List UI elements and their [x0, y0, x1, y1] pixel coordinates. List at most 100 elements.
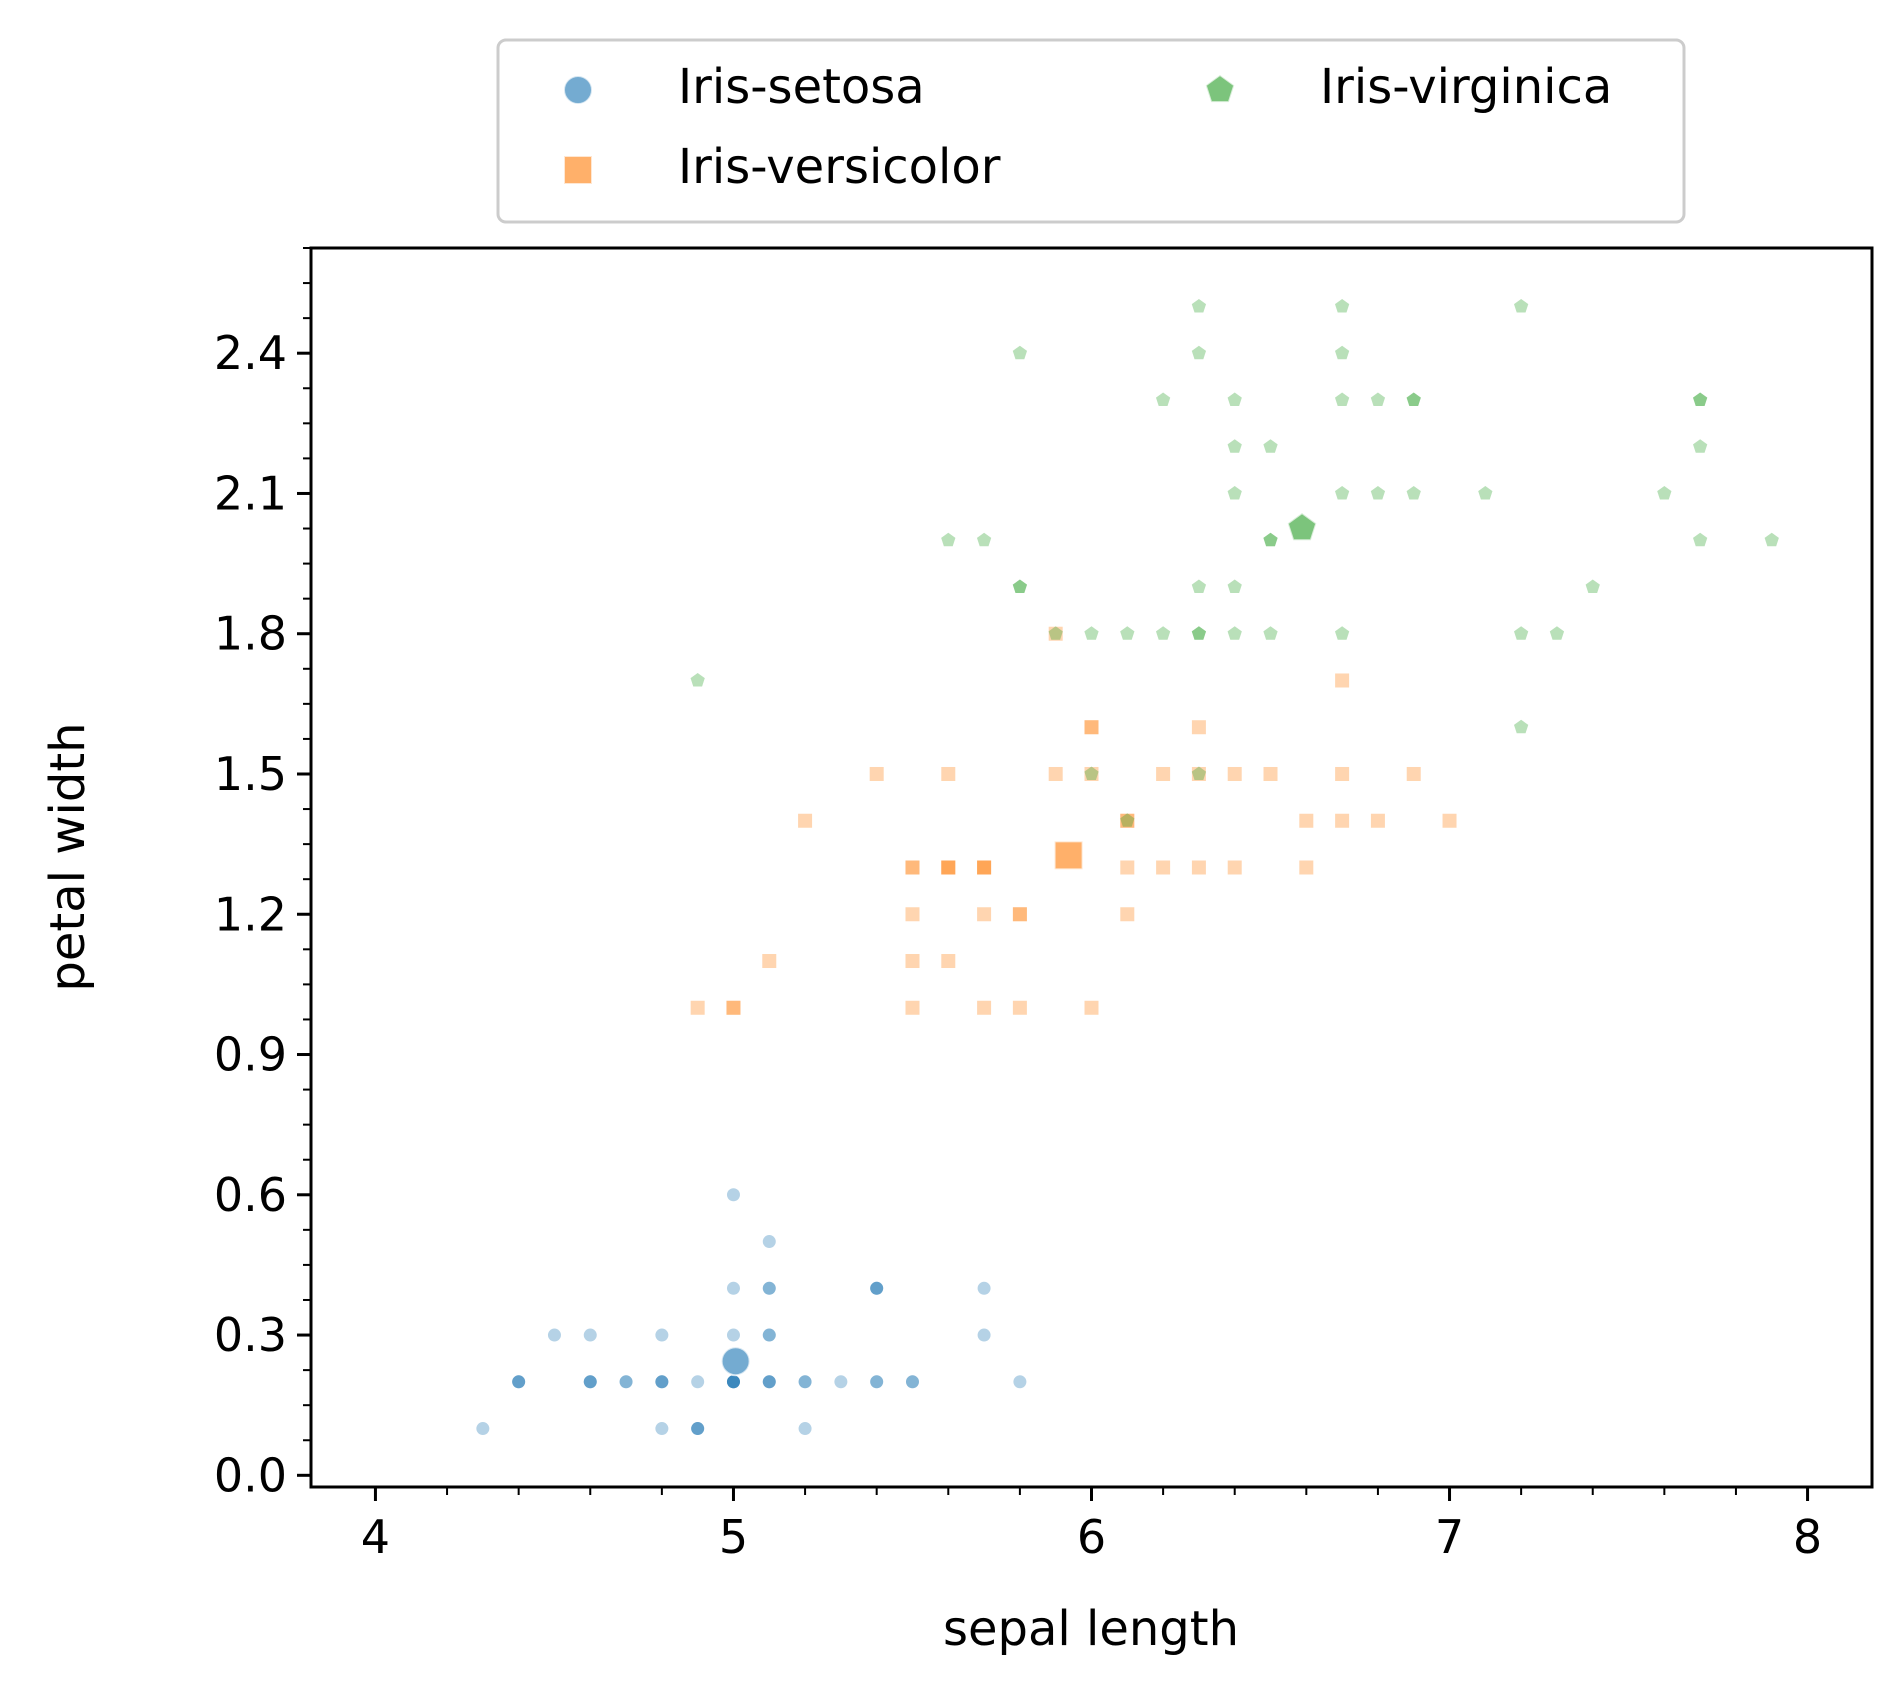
data-point: [1227, 626, 1242, 640]
data-point: [870, 1375, 884, 1389]
data-point: [690, 1000, 705, 1015]
data-point: [512, 1375, 526, 1389]
data-point: [1048, 626, 1063, 640]
data-point: [691, 1422, 705, 1436]
data-point: [619, 1375, 633, 1389]
legend-marker-versicolor: [563, 155, 593, 185]
data-point: [691, 1375, 705, 1389]
data-point: [1334, 485, 1350, 500]
data-point: [1120, 813, 1135, 827]
data-point: [762, 1235, 776, 1249]
data-point: [726, 1375, 740, 1389]
data-point: [655, 1328, 669, 1342]
data-point: [1191, 720, 1206, 735]
data-point: [512, 1375, 526, 1389]
data-point: [1191, 766, 1207, 781]
data-point: [1048, 766, 1063, 781]
data-point: [941, 532, 956, 547]
series-mean-marker: [720, 1346, 751, 1377]
data-point: [941, 860, 956, 875]
data-point: [977, 860, 992, 875]
data-point: [726, 1000, 741, 1015]
data-point: [1406, 392, 1421, 407]
data-point: [1227, 860, 1242, 875]
data-point: [1406, 485, 1421, 500]
data-point: [762, 1281, 776, 1295]
data-point: [1191, 860, 1206, 875]
x-tick-label: 5: [719, 1510, 748, 1564]
y-axis-label: petal width: [40, 722, 96, 991]
data-point: [691, 1422, 705, 1436]
x-tick-label: 8: [1793, 1510, 1822, 1564]
data-point: [941, 860, 956, 875]
data-point: [1693, 532, 1708, 547]
data-point: [1263, 532, 1278, 547]
data-point: [1657, 485, 1672, 500]
data-point: [1263, 766, 1278, 781]
data-point: [1227, 766, 1242, 781]
series-means: [720, 511, 1318, 1377]
x-tick-label: 4: [361, 1510, 390, 1564]
data-point: [977, 860, 992, 875]
data-point: [583, 1328, 597, 1342]
data-point: [1191, 626, 1207, 640]
legend-frame: [496, 38, 1686, 224]
data-point: [583, 1375, 597, 1389]
data-point: [476, 1422, 490, 1436]
data-point: [1227, 439, 1242, 453]
data-point: [1084, 1000, 1099, 1015]
data-point: [941, 860, 956, 875]
data-point: [1191, 579, 1207, 594]
data-point: [1335, 813, 1350, 828]
data-point: [1120, 813, 1135, 828]
data-point: [690, 672, 705, 687]
x-axis-label: sepal length: [943, 1601, 1239, 1657]
data-point: [655, 1375, 669, 1389]
data-point: [1693, 439, 1708, 453]
data-point: [762, 1375, 776, 1389]
data-point: [726, 1375, 740, 1389]
data-point: [798, 1375, 812, 1389]
y-tick-label: 1.8: [214, 607, 287, 661]
data-point: [547, 1328, 561, 1342]
data-point: [1084, 766, 1099, 781]
data-point: [1299, 813, 1314, 828]
legend-marker-symbol: [563, 155, 593, 185]
legend: Iris-setosa Iris-versicolor Iris-virgini…: [496, 38, 1686, 224]
data-point: [1084, 626, 1099, 640]
data-point: [1370, 485, 1386, 500]
data-point: [1299, 860, 1314, 875]
data-point: [619, 1375, 633, 1389]
y-tick-label: 2.4: [214, 326, 287, 380]
y-tick-label: 1.5: [214, 747, 287, 801]
data-point: [726, 1328, 740, 1342]
data-point: [691, 1422, 705, 1436]
data-point: [1442, 813, 1457, 828]
data-point: [870, 1281, 884, 1295]
legend-marker-setosa: [563, 75, 593, 105]
data-point: [1155, 626, 1171, 640]
data-point: [1012, 579, 1028, 594]
y-tick-label: 0.9: [214, 1028, 287, 1082]
data-point: [1084, 720, 1099, 735]
data-point: [1191, 766, 1206, 781]
y-tick-label: 1.2: [214, 887, 287, 941]
data-point: [726, 1375, 740, 1389]
data-point: [870, 1281, 884, 1295]
data-point: [1191, 626, 1207, 640]
plot-frame: [309, 246, 1874, 1489]
data-point: [1334, 298, 1350, 313]
data-point: [1227, 485, 1242, 500]
legend-marker-virginica: [1204, 73, 1236, 104]
data-point: [1370, 392, 1386, 407]
data-point: [1764, 532, 1779, 547]
data-point: [905, 954, 920, 969]
data-point: [762, 1328, 776, 1342]
data-points: [476, 298, 1779, 1436]
data-point: [1334, 626, 1350, 640]
data-point: [1227, 579, 1242, 594]
data-point: [726, 1375, 740, 1389]
data-point: [1120, 907, 1135, 922]
